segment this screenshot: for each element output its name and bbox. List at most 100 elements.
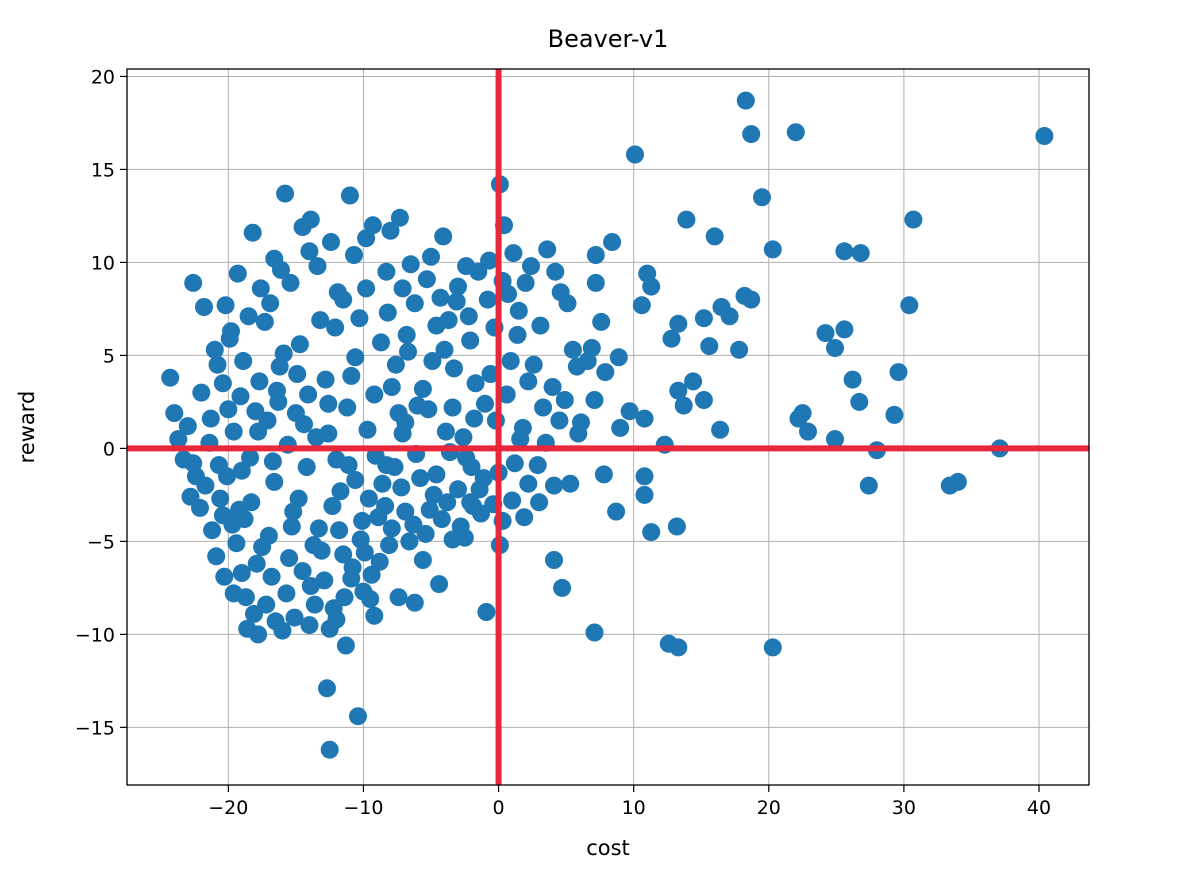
data-point [449, 277, 467, 296]
data-point [320, 740, 339, 759]
data-point [404, 515, 423, 534]
data-point [635, 467, 654, 486]
data-point [191, 498, 209, 517]
data-point [592, 312, 611, 331]
data-point [232, 461, 251, 480]
data-point [443, 398, 462, 417]
data-point [667, 517, 686, 536]
data-point [261, 294, 280, 313]
x-tick-label: 0 [493, 797, 505, 819]
data-point [742, 125, 761, 144]
x-tick-label: 30 [892, 797, 916, 819]
data-point [607, 502, 626, 521]
data-point [396, 502, 415, 521]
data-point [530, 493, 549, 512]
data-point [553, 578, 572, 597]
data-point [326, 318, 345, 337]
data-point [357, 279, 376, 298]
data-point [345, 246, 363, 264]
data-point [300, 242, 319, 261]
data-point [305, 595, 324, 614]
data-point [413, 551, 432, 569]
data-point [700, 337, 719, 356]
data-point [454, 428, 473, 447]
data-point [277, 584, 296, 603]
data-point [851, 244, 870, 263]
data-point [635, 409, 654, 428]
data-point [290, 335, 309, 354]
data-point [662, 329, 681, 348]
x-tick-label: 10 [622, 797, 646, 819]
data-point [430, 575, 449, 594]
data-point [555, 391, 574, 409]
data-point [422, 247, 440, 266]
data-point [276, 184, 295, 203]
plot-frame [126, 68, 1090, 786]
data-point [522, 257, 540, 276]
data-point [184, 454, 203, 473]
data-point [389, 588, 408, 607]
data-point [509, 301, 528, 320]
data-point [249, 625, 268, 644]
data-point [265, 472, 284, 491]
data-point [208, 355, 227, 374]
data-point [211, 489, 230, 508]
y-tick-label: −15 [75, 717, 115, 739]
data-point [209, 456, 228, 475]
data-point [594, 465, 613, 484]
data-point [546, 262, 565, 281]
data-point [420, 500, 439, 519]
data-point [297, 458, 316, 476]
x-tick-label: −20 [208, 797, 248, 819]
data-point [231, 387, 250, 406]
data-point [443, 530, 462, 549]
data-point [431, 288, 450, 307]
data-point [435, 340, 454, 359]
data-point [397, 325, 416, 344]
data-point [350, 309, 369, 328]
data-point [508, 325, 527, 344]
data-point [1035, 127, 1054, 145]
data-point [165, 404, 184, 423]
data-point [413, 379, 432, 398]
data-point [885, 405, 904, 424]
data-point [331, 482, 350, 501]
data-point [380, 536, 399, 555]
data-point [481, 365, 500, 383]
data-point [603, 233, 622, 251]
data-point [545, 551, 563, 569]
data-point [611, 418, 630, 437]
data-point [361, 590, 380, 608]
data-point [201, 409, 220, 428]
data-point [216, 296, 235, 315]
data-point [586, 273, 605, 292]
data-point [192, 383, 211, 402]
data-point [205, 340, 224, 359]
data-point [213, 374, 232, 393]
data-point [753, 188, 771, 207]
data-point [904, 210, 923, 229]
data-point [357, 229, 376, 248]
data-point [378, 303, 397, 322]
data-point [582, 339, 601, 357]
data-point [318, 679, 336, 698]
data-point [293, 562, 312, 581]
data-point [516, 273, 535, 292]
data-point [359, 489, 378, 508]
data-point [620, 402, 639, 421]
data-point [694, 309, 713, 328]
data-point [334, 290, 353, 309]
data-point [451, 517, 470, 536]
data-point [336, 636, 355, 655]
axis-ticks: −20 −10 0 10 20 30 40 −15 −10 −5 0 5 10 15 20 [75, 66, 1051, 819]
data-point [224, 422, 243, 441]
data-point [309, 519, 328, 538]
data-point [626, 145, 644, 164]
data-point [340, 186, 359, 205]
data-point [255, 312, 274, 331]
data-point [799, 422, 817, 441]
data-point [203, 521, 222, 540]
data-point [241, 448, 259, 467]
data-point [372, 333, 390, 352]
